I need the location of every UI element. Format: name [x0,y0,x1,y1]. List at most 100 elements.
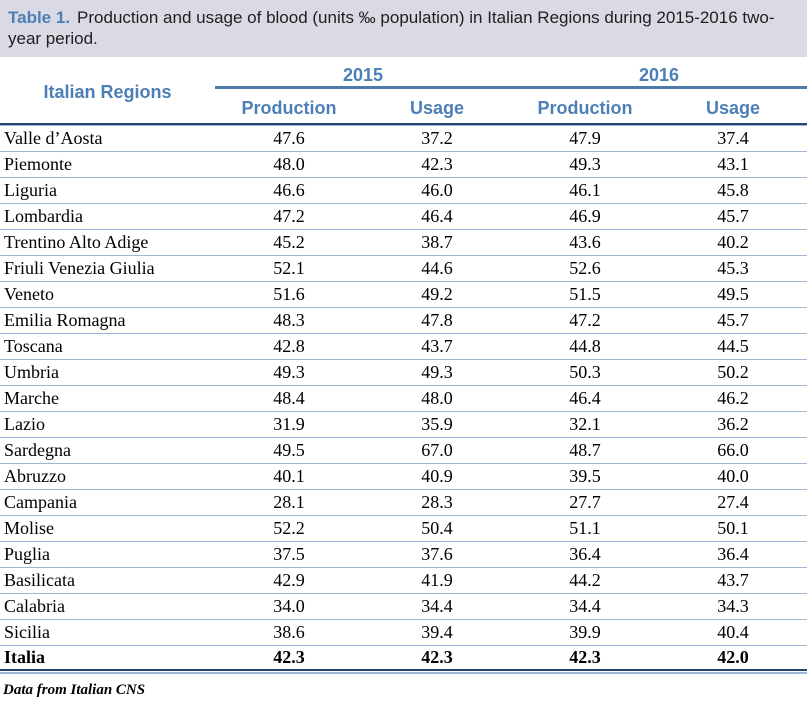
value-cell: 42.3 [363,645,512,671]
value-cell: 45.3 [659,255,807,281]
region-cell: Lazio [0,411,215,437]
table-row: Molise 52.2 50.4 51.1 50.1 [0,515,807,541]
value-cell: 32.1 [511,411,660,437]
table-bottom-rule [0,672,807,674]
value-cell: 47.9 [511,125,660,151]
table-caption-text: Production and usage of blood (units ‰ p… [8,8,775,48]
region-cell: Veneto [0,281,215,307]
column-header-2015-production: Production [215,89,363,125]
value-cell: 39.5 [511,463,660,489]
value-cell: 51.5 [511,281,660,307]
value-cell: 43.6 [511,229,660,255]
table-row: Calabria 34.0 34.4 34.4 34.3 [0,593,807,619]
table-row: Basilicata 42.9 41.9 44.2 43.7 [0,567,807,593]
value-cell: 39.9 [511,619,660,645]
table-row: Valle d’Aosta 47.6 37.2 47.9 37.4 [0,125,807,151]
region-cell: Toscana [0,333,215,359]
table-row: Trentino Alto Adige 45.2 38.7 43.6 40.2 [0,229,807,255]
value-cell: 34.3 [659,593,807,619]
region-cell: Italia [0,645,215,671]
table-row: Sicilia 38.6 39.4 39.9 40.4 [0,619,807,645]
column-header-2015-usage: Usage [363,89,512,125]
value-cell: 31.9 [215,411,363,437]
column-header-2016-usage: Usage [659,89,807,125]
value-cell: 43.1 [659,151,807,177]
value-cell: 34.4 [511,593,660,619]
region-cell: Marche [0,385,215,411]
value-cell: 50.1 [659,515,807,541]
table-row: Campania 28.1 28.3 27.7 27.4 [0,489,807,515]
region-cell: Puglia [0,541,215,567]
value-cell: 48.0 [215,151,363,177]
value-cell: 45.7 [659,307,807,333]
value-cell: 48.7 [511,437,660,463]
value-cell: 46.0 [363,177,512,203]
value-cell: 37.2 [363,125,512,151]
region-cell: Abruzzo [0,463,215,489]
region-cell: Calabria [0,593,215,619]
value-cell: 42.0 [659,645,807,671]
value-cell: 28.1 [215,489,363,515]
region-cell: Piemonte [0,151,215,177]
value-cell: 40.0 [659,463,807,489]
table-row: Veneto 51.6 49.2 51.5 49.5 [0,281,807,307]
value-cell: 48.3 [215,307,363,333]
column-group-2015: 2015 [215,62,512,89]
value-cell: 49.2 [363,281,512,307]
value-cell: 50.2 [659,359,807,385]
value-cell: 40.2 [659,229,807,255]
value-cell: 48.0 [363,385,512,411]
value-cell: 47.8 [363,307,512,333]
value-cell: 49.3 [363,359,512,385]
region-cell: Basilicata [0,567,215,593]
region-cell: Molise [0,515,215,541]
value-cell: 66.0 [659,437,807,463]
region-cell: Trentino Alto Adige [0,229,215,255]
region-cell: Sicilia [0,619,215,645]
value-cell: 52.6 [511,255,660,281]
table-row: Marche 48.4 48.0 46.4 46.2 [0,385,807,411]
value-cell: 40.9 [363,463,512,489]
value-cell: 67.0 [363,437,512,463]
value-cell: 50.4 [363,515,512,541]
value-cell: 46.2 [659,385,807,411]
value-cell: 46.9 [511,203,660,229]
value-cell: 46.4 [511,385,660,411]
value-cell: 44.5 [659,333,807,359]
region-cell: Campania [0,489,215,515]
table-header: Italian Regions 2015 2016 Production Usa… [0,62,807,125]
value-cell: 42.3 [363,151,512,177]
value-cell: 44.2 [511,567,660,593]
value-cell: 42.3 [511,645,660,671]
value-cell: 52.1 [215,255,363,281]
table-row: Piemonte 48.0 42.3 49.3 43.1 [0,151,807,177]
value-cell: 37.4 [659,125,807,151]
value-cell: 36.4 [659,541,807,567]
value-cell: 47.2 [215,203,363,229]
table-row: Umbria 49.3 49.3 50.3 50.2 [0,359,807,385]
year-header-row: Italian Regions 2015 2016 [0,62,807,125]
value-cell: 48.4 [215,385,363,411]
table-row: Friuli Venezia Giulia 52.1 44.6 52.6 45.3 [0,255,807,281]
column-header-2016-production: Production [511,89,660,125]
data-source-note: Data from Italian CNS [3,682,146,698]
value-cell: 39.4 [363,619,512,645]
value-cell: 42.3 [215,645,363,671]
sub-header-row: Production Usage Production Usage [0,89,807,125]
table-caption: Table 1. Production and usage of blood (u… [0,0,807,57]
table-row: Emilia Romagna 48.3 47.8 47.2 45.7 [0,307,807,333]
value-cell: 46.1 [511,177,660,203]
value-cell: 28.3 [363,489,512,515]
value-cell: 43.7 [363,333,512,359]
value-cell: 37.5 [215,541,363,567]
table-row: Italia 42.3 42.3 42.3 42.0 [0,645,807,671]
value-cell: 46.6 [215,177,363,203]
region-cell: Lombardia [0,203,215,229]
region-cell: Valle d’Aosta [0,125,215,151]
value-cell: 50.3 [511,359,660,385]
value-cell: 41.9 [363,567,512,593]
value-cell: 51.6 [215,281,363,307]
value-cell: 27.7 [511,489,660,515]
value-cell: 42.9 [215,567,363,593]
table-row: Toscana 42.8 43.7 44.8 44.5 [0,333,807,359]
